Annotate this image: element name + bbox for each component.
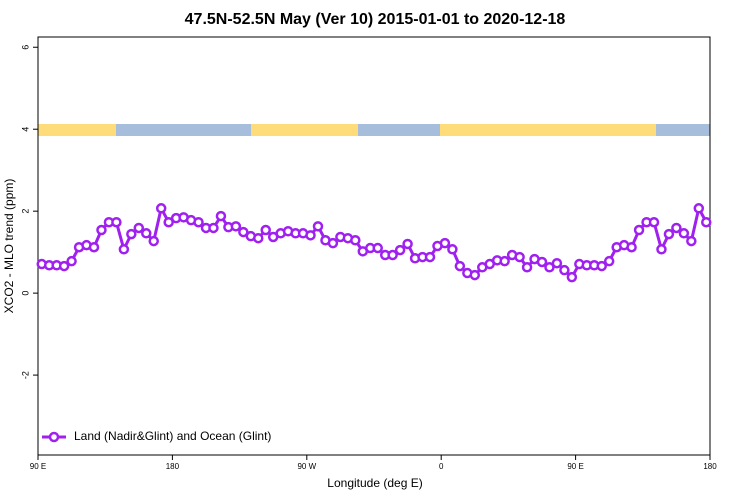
data-point xyxy=(253,232,264,244)
data-point xyxy=(566,271,578,283)
data-point xyxy=(633,224,645,236)
ocean-strip xyxy=(358,124,440,136)
data-point xyxy=(133,222,145,234)
data-point xyxy=(424,251,436,263)
chart-title: 47.5N-52.5N May (Ver 10) 2015-01-01 to 2… xyxy=(185,11,566,28)
legend-label: Land (Nadir&Glint) and Ocean (Glint) xyxy=(74,429,271,443)
data-point xyxy=(230,221,242,232)
land-strip xyxy=(38,124,116,136)
data-point xyxy=(58,260,70,272)
surface-band xyxy=(38,124,710,136)
x-tick-label: 180 xyxy=(703,462,717,471)
data-point xyxy=(394,244,406,256)
data-point xyxy=(305,230,316,241)
data-point xyxy=(387,249,398,261)
x-tick-label: 90 E xyxy=(567,462,583,471)
ocean-strip xyxy=(116,124,251,136)
ocean-strip xyxy=(656,124,710,136)
data-point xyxy=(163,216,174,228)
data-point xyxy=(111,216,122,228)
data-point xyxy=(238,226,249,238)
x-tick-label: 0 xyxy=(439,462,444,471)
data-point xyxy=(66,255,77,267)
data-point xyxy=(603,255,615,267)
data-point xyxy=(656,244,667,255)
y-tick-label: -2 xyxy=(20,371,30,379)
data-point xyxy=(559,264,570,276)
data-point xyxy=(648,216,660,228)
data-point xyxy=(596,260,607,272)
plot-frame xyxy=(37,36,711,456)
x-axis-label: Longitude (deg E) xyxy=(327,476,422,490)
data-point xyxy=(402,238,413,250)
data-point xyxy=(678,228,690,239)
y-tick-label: 4 xyxy=(20,127,30,132)
data-point xyxy=(447,244,458,255)
data-point xyxy=(148,235,159,247)
data-point xyxy=(686,235,697,247)
data-point xyxy=(544,262,555,273)
data-point xyxy=(208,222,219,234)
data-point xyxy=(439,237,451,249)
data-point xyxy=(88,241,100,253)
data-point xyxy=(521,262,533,273)
y-axis-label: XCO2 - MLO trend (ppm) xyxy=(2,179,16,314)
y-tick-label: 6 xyxy=(20,45,30,50)
data-point xyxy=(96,224,107,236)
data-point xyxy=(536,256,548,268)
data-point xyxy=(312,221,324,232)
data-point xyxy=(327,237,339,249)
data-point xyxy=(626,241,637,253)
data-point xyxy=(671,222,682,234)
data-point xyxy=(350,235,361,246)
legend-marker xyxy=(48,431,60,443)
data-point xyxy=(514,251,525,263)
data-point xyxy=(155,203,167,214)
y-tick-label: 2 xyxy=(20,209,30,214)
data-point xyxy=(372,242,383,254)
y-tick-label: 0 xyxy=(20,291,30,296)
data-point xyxy=(260,224,271,236)
data-point xyxy=(118,244,130,255)
data-point xyxy=(701,216,712,228)
data-point xyxy=(454,260,466,272)
data-point xyxy=(141,228,152,239)
land-strip xyxy=(440,124,656,136)
data-point xyxy=(499,255,510,267)
data-point xyxy=(693,203,705,214)
data-point xyxy=(193,216,204,228)
data-point xyxy=(215,210,227,222)
x-tick-label: 90 E xyxy=(30,462,46,471)
x-tick-label: 180 xyxy=(166,462,180,471)
data-point xyxy=(126,228,137,240)
data-point xyxy=(469,269,481,281)
land-strip xyxy=(251,124,358,136)
data-point xyxy=(551,257,563,269)
x-tick-label: 90 W xyxy=(297,462,316,471)
data-point xyxy=(663,228,675,240)
